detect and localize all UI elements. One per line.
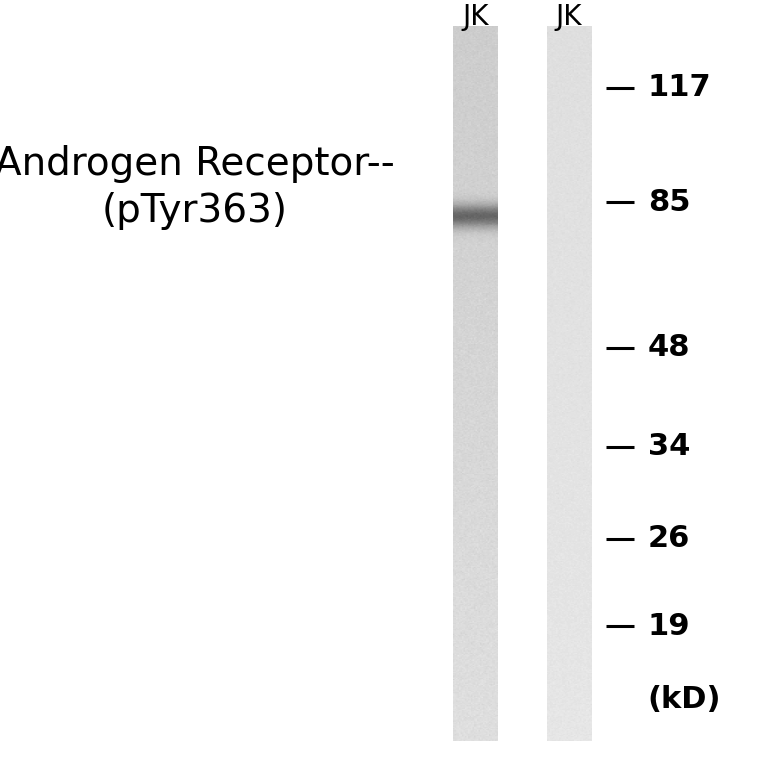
Text: 26: 26 <box>648 524 690 553</box>
Text: 85: 85 <box>648 188 691 217</box>
Text: JK: JK <box>462 3 488 31</box>
Text: 48: 48 <box>648 333 691 362</box>
Text: 117: 117 <box>648 73 711 102</box>
Text: Androgen Receptor--
(pTyr363): Androgen Receptor-- (pTyr363) <box>0 144 395 230</box>
Text: 19: 19 <box>648 612 691 641</box>
Text: (kD): (kD) <box>648 685 721 714</box>
Text: JK: JK <box>556 3 582 31</box>
Text: 34: 34 <box>648 432 690 461</box>
